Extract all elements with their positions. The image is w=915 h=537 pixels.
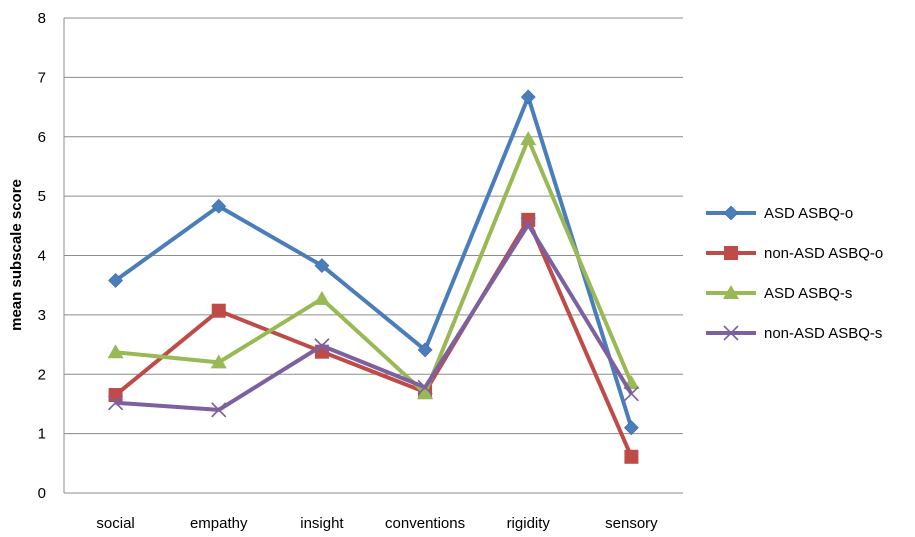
- series-line: [115, 222, 634, 412]
- x-tick-label: conventions: [385, 515, 465, 532]
- legend-marker: [723, 205, 739, 221]
- legend-marker: [723, 285, 739, 299]
- data-point: [108, 388, 123, 403]
- y-axis-label: mean subscale score: [8, 179, 25, 331]
- x-tick-label: social: [96, 515, 134, 532]
- data-point: [521, 212, 536, 227]
- data-point: [210, 354, 227, 369]
- gridlines: [64, 17, 683, 435]
- data-point: [520, 217, 536, 233]
- x-tick-labels: social empathy insight conventions rigidity s…: [96, 515, 658, 532]
- data-point: [417, 379, 433, 395]
- series-line: [115, 137, 634, 396]
- data-point: [211, 402, 227, 418]
- legend-marker: [723, 325, 739, 341]
- y-tick-labels: 0 1 2 3 4 5 6 7 8: [38, 10, 46, 502]
- legend: ASD ASBQ-o non-ASD ASBQ-o ASD ASBQ-s non-AS…: [706, 205, 883, 342]
- legend-item: non-ASD ASBQ-o: [706, 245, 883, 262]
- legend-item: ASD ASBQ-s: [706, 285, 852, 302]
- y-tick-label: 0: [38, 485, 46, 502]
- series-4: [108, 217, 639, 418]
- data-point: [520, 131, 537, 146]
- data-point: [624, 449, 639, 464]
- series-2: [108, 212, 639, 464]
- data-point: [623, 420, 639, 436]
- legend-label: non-ASD ASBQ-o: [764, 245, 883, 262]
- series-group: [107, 89, 640, 464]
- y-tick-label: 8: [38, 10, 46, 27]
- y-tick-label: 2: [38, 366, 46, 383]
- y-tick-label: 3: [38, 307, 46, 324]
- data-point: [314, 258, 330, 274]
- data-point: [108, 273, 124, 288]
- axes: [63, 18, 683, 494]
- data-point: [211, 303, 226, 318]
- series-1: [108, 89, 639, 436]
- legend-label: non-ASD ASBQ-s: [764, 325, 882, 342]
- data-point: [314, 338, 330, 354]
- data-point: [108, 395, 124, 411]
- series-line: [114, 217, 634, 458]
- data-point: [417, 385, 434, 400]
- data-point: [417, 342, 433, 358]
- x-tick-label: insight: [300, 515, 344, 532]
- legend-marker: [724, 246, 738, 260]
- legend-label: ASD ASBQ-o: [764, 205, 853, 222]
- data-point: [107, 344, 124, 359]
- legend-item: ASD ASBQ-o: [706, 205, 853, 222]
- series-3: [107, 131, 640, 400]
- legend-label: ASD ASBQ-s: [764, 285, 852, 302]
- data-point: [623, 386, 639, 402]
- data-point: [313, 290, 330, 305]
- y-tick-label: 5: [38, 188, 46, 205]
- y-tick-label: 6: [38, 129, 46, 146]
- y-tick-label: 4: [38, 248, 46, 265]
- data-point: [520, 89, 536, 105]
- x-tick-label: rigidity: [507, 515, 551, 532]
- y-tick-label: 7: [38, 69, 46, 86]
- x-tick-label: empathy: [190, 515, 248, 532]
- series-line: [114, 94, 634, 429]
- x-tick-label: sensory: [605, 515, 658, 532]
- data-point: [211, 198, 227, 214]
- legend-item: non-ASD ASBQ-s: [706, 325, 882, 342]
- y-tick-label: 1: [38, 426, 46, 443]
